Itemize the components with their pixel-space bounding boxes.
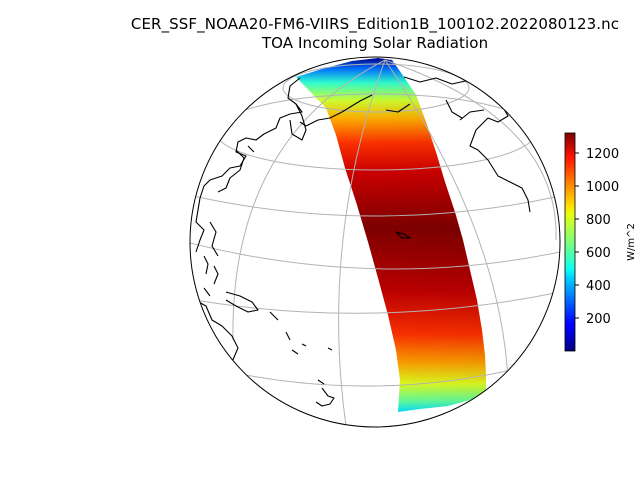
colorbar-ticks	[575, 152, 579, 319]
colorbar: 200 400 600 800 1000 1200 W/m^2	[564, 132, 637, 352]
coast-new-guinea	[225, 291, 259, 313]
swath-shading	[296, 58, 486, 412]
coast-hawaii	[395, 231, 411, 239]
meridian-d	[384, 59, 557, 241]
parallel-30s	[194, 291, 560, 314]
parallel-60s	[229, 367, 521, 387]
globe	[189, 56, 561, 428]
graticule	[190, 59, 560, 427]
colorbar-gradient	[564, 132, 576, 352]
colorbar-tick-label: 800	[586, 213, 611, 228]
coast-south-pacific-islands	[301, 343, 333, 351]
coast-alaska-aleutians	[299, 94, 411, 127]
colorbar-tick-label: 1000	[586, 180, 619, 195]
colorbar-tick-label: 200	[586, 312, 611, 327]
coast-philippines	[203, 255, 219, 297]
coast-new-zealand	[315, 379, 335, 407]
coast-north-america	[403, 76, 531, 213]
colorbar-unit-label: W/m^2	[626, 223, 637, 261]
coast-japan	[217, 145, 255, 193]
map-title: CER_SSF_NOAA20-FM6-VIIRS_Edition1B_10010…	[130, 15, 620, 33]
meridian-a	[338, 59, 386, 427]
map-subtitle: TOA Incoming Solar Radiation	[261, 34, 489, 52]
radiation-swath	[296, 58, 486, 412]
parallel-80n	[282, 63, 470, 113]
meridian-b	[384, 59, 509, 381]
colorbar-tick-label: 400	[586, 279, 611, 294]
colorbar-tick-label: 600	[586, 246, 611, 261]
coast-asia-mainland	[195, 197, 219, 257]
globe-outline	[189, 56, 561, 428]
meridian-c	[232, 59, 386, 341]
colorbar-tick-label: 1200	[586, 147, 619, 162]
parallel-30n	[192, 195, 560, 217]
coast-solomons	[269, 311, 299, 355]
coast-kamchatka	[289, 103, 307, 141]
